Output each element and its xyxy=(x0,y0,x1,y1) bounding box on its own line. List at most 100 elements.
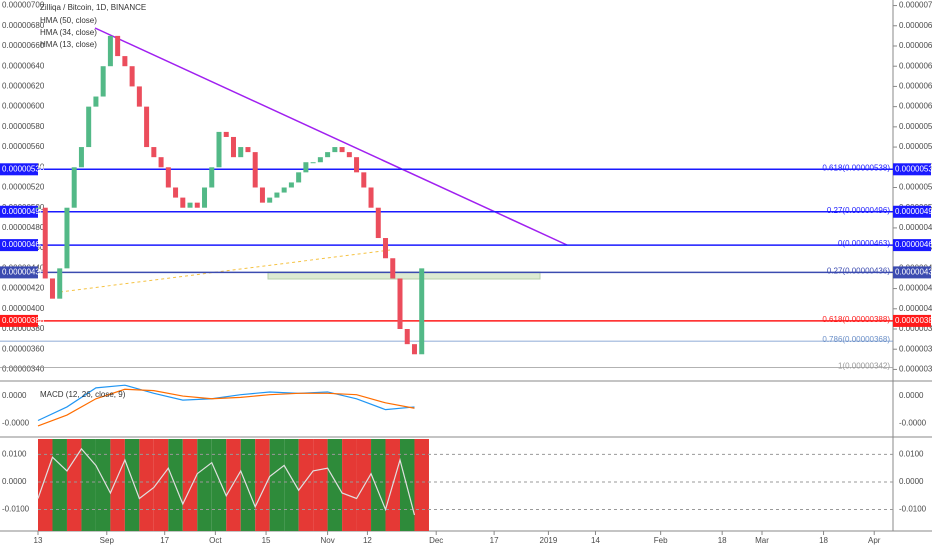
x-tick-label: 2019 xyxy=(540,536,558,545)
price-tag xyxy=(893,266,931,279)
price-tag xyxy=(893,163,931,176)
fib-label: 0.618(0.00000538) xyxy=(822,163,890,172)
candle xyxy=(49,278,55,299)
candle xyxy=(361,172,367,188)
x-tick-label: Sep xyxy=(100,536,115,545)
zone xyxy=(52,439,67,531)
candle xyxy=(375,207,381,239)
y-tick-label: 0.00000600 xyxy=(2,102,45,111)
price-tag xyxy=(0,163,38,176)
candle xyxy=(202,187,208,208)
zone xyxy=(269,439,285,531)
x-tick-label: Oct xyxy=(209,536,222,545)
candle xyxy=(245,147,251,153)
x-tick-label: 13 xyxy=(34,536,43,545)
candle xyxy=(86,106,92,148)
candle xyxy=(151,147,157,158)
y-tick-label: 0.00000420 xyxy=(899,284,932,293)
y-tick-label: 0.00000360 xyxy=(899,344,932,353)
y-tick-label: 0.00000660 xyxy=(899,41,932,50)
legend-item: HMA (34, close) xyxy=(40,28,97,37)
price-tag xyxy=(0,205,38,218)
x-tick-label: 15 xyxy=(262,536,271,545)
legend-item: HMA (13, close) xyxy=(40,40,97,49)
zone xyxy=(298,439,314,531)
candle xyxy=(71,167,77,208)
x-tick-label: 17 xyxy=(490,536,499,545)
candle xyxy=(129,66,135,87)
y-tick-label: 0.00000520 xyxy=(899,183,932,192)
y-tick-label: 0.00000380 xyxy=(899,324,932,333)
price-tag-label: 0.00000388 xyxy=(895,316,932,325)
candle xyxy=(354,157,360,173)
y-tick-label: 0.0100 xyxy=(899,450,924,459)
zone xyxy=(38,439,53,531)
zone xyxy=(81,439,96,531)
zone xyxy=(197,439,212,531)
price-tag-label: 0.00000496 xyxy=(2,207,45,216)
fib-label: 0(0.00000463) xyxy=(838,239,890,248)
candle xyxy=(368,187,374,208)
trendline xyxy=(94,27,568,246)
candle xyxy=(259,187,265,203)
candle xyxy=(173,187,179,198)
y-tick-label: 0.00000700 xyxy=(2,1,45,10)
osc-line xyxy=(37,447,416,516)
fib-trendline xyxy=(59,249,391,293)
y-tick-label: 0.00000680 xyxy=(899,21,932,30)
zone xyxy=(153,439,169,531)
y-tick-label: -0.0100 xyxy=(899,505,927,514)
price-tag-label: 0.00000436 xyxy=(895,268,932,277)
y-tick-label: 0.00000360 xyxy=(2,344,45,353)
y-tick-label: 0.00000560 xyxy=(899,142,932,151)
x-tick-label: 17 xyxy=(160,536,169,545)
candle xyxy=(194,202,200,208)
candle xyxy=(325,152,331,158)
candle xyxy=(397,278,403,329)
price-tag xyxy=(893,205,931,218)
y-tick-label: 0.00000380 xyxy=(2,324,45,333)
candle xyxy=(390,258,396,279)
candle xyxy=(115,35,121,57)
y-tick-label: 0.00000420 xyxy=(2,284,45,293)
candle xyxy=(78,147,84,168)
y-tick-label: 0.00000620 xyxy=(899,82,932,91)
x-tick-label: 14 xyxy=(591,536,600,545)
candle xyxy=(296,172,302,183)
zone xyxy=(313,439,328,531)
signal-line xyxy=(37,388,415,427)
y-tick-label: -0.0000 xyxy=(899,418,927,427)
candle xyxy=(136,86,142,107)
fib-label: 1(0.00000342) xyxy=(838,362,890,371)
candle xyxy=(209,167,215,188)
candle xyxy=(411,344,417,355)
zone xyxy=(400,439,415,531)
y-tick-label: 0.00000480 xyxy=(2,223,45,232)
y-tick-label: 0.00000620 xyxy=(2,82,45,91)
candle xyxy=(158,157,164,168)
y-tick-label: -0.0000 xyxy=(2,418,30,427)
price-tag xyxy=(0,239,38,252)
zone xyxy=(327,439,343,531)
x-tick-label: 18 xyxy=(718,536,727,545)
x-tick-label: Apr xyxy=(868,536,881,545)
candle xyxy=(165,167,171,188)
candle xyxy=(274,192,280,198)
y-tick-label: 0.00000640 xyxy=(899,61,932,70)
y-tick-label: 0.00000400 xyxy=(899,304,932,313)
candle xyxy=(288,182,294,188)
zone xyxy=(255,439,270,531)
zone xyxy=(284,439,299,531)
candle xyxy=(419,268,425,355)
fib-label: 0.27(0.00000436) xyxy=(827,267,891,276)
macd-label: MACD (12, 26, close, 9) xyxy=(40,390,126,399)
price-tag xyxy=(893,314,931,327)
candle xyxy=(383,238,389,259)
zone xyxy=(124,439,140,531)
price-tag xyxy=(0,314,38,327)
candle xyxy=(122,56,128,67)
y-tick-label: 0.00000580 xyxy=(2,122,45,131)
candle xyxy=(93,96,99,107)
zone xyxy=(342,439,357,531)
